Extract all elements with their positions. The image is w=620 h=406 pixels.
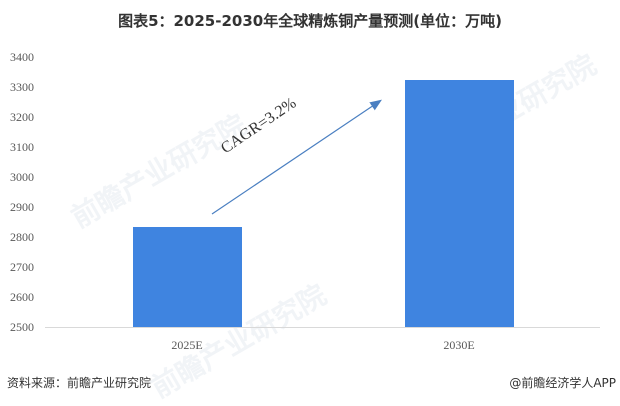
credit-note: @前瞻经济学人APP bbox=[509, 376, 616, 390]
source-note: 资料来源：前瞻产业研究院 bbox=[7, 376, 152, 390]
y-tick: 3100 bbox=[10, 140, 34, 154]
y-tick: 2500 bbox=[10, 320, 34, 334]
x-axis-line bbox=[45, 327, 600, 328]
x-label-2030E: 2030E bbox=[443, 338, 475, 352]
y-tick: 3000 bbox=[10, 170, 34, 184]
bar-2025E bbox=[133, 227, 242, 327]
y-tick: 3400 bbox=[10, 50, 34, 64]
y-tick: 2700 bbox=[10, 260, 34, 274]
y-tick: 3300 bbox=[10, 80, 34, 94]
y-tick: 2800 bbox=[10, 230, 34, 244]
y-tick: 2900 bbox=[10, 200, 34, 214]
bar-2030E bbox=[405, 80, 514, 327]
y-tick: 3200 bbox=[10, 110, 34, 124]
x-label-2025E: 2025E bbox=[171, 338, 203, 352]
chart-title: 图表5：2025-2030年全球精炼铜产量预测(单位：万吨) bbox=[118, 12, 502, 30]
y-tick: 2600 bbox=[10, 290, 34, 304]
